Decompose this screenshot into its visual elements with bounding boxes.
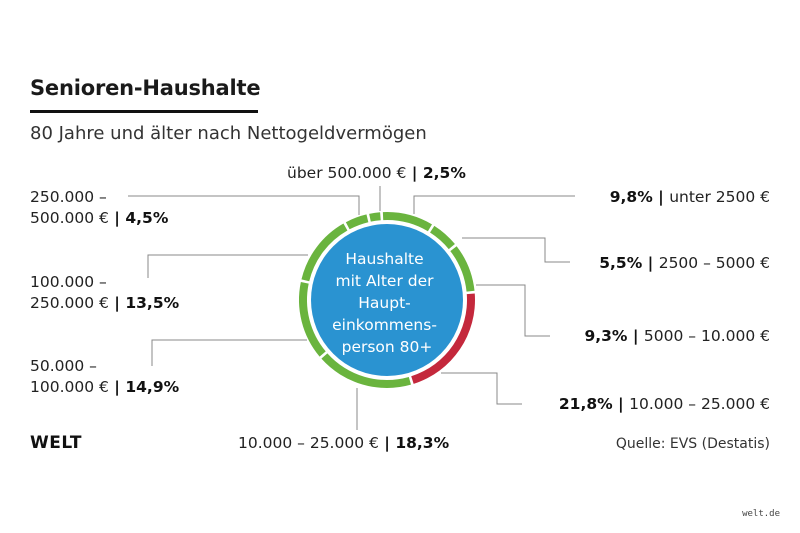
donut-slice [382, 212, 432, 232]
slice-category: 100.000 – [30, 273, 107, 291]
donut-slices [299, 212, 476, 388]
donut-slice [411, 293, 476, 384]
chart-subtitle: 80 Jahre und älter nach Nettogeldvermöge… [30, 123, 427, 144]
leader-line [413, 195, 575, 214]
center-label: Haushalte mit Alter der Haupt- einkommen… [332, 250, 442, 356]
leader-line [462, 237, 570, 263]
center-label-line: Haushalte [345, 250, 423, 268]
slice-pct: 2,5% [422, 164, 466, 182]
slice-category: 50.000 – [30, 357, 97, 375]
slice-label: 10.000 – 25.000 € | 18,3% [238, 434, 450, 452]
donut-slice [430, 225, 455, 250]
slice-category: 250.000 – [30, 188, 107, 206]
donut-slice [369, 212, 381, 222]
center-disc [311, 224, 463, 376]
leader-line [441, 372, 522, 405]
slice-label: 250.000 – 500.000 € | 4,5% [30, 188, 169, 227]
donut-slice [301, 223, 348, 282]
footer-site: welt.de [742, 509, 780, 519]
slice-pct: 21,8% [558, 395, 613, 413]
center-label-line: person 80+ [342, 338, 433, 356]
welt-logo: WELT [30, 433, 82, 453]
center-label-line: einkommens- [332, 316, 437, 334]
chart-title: Senioren-Haushalte [30, 76, 261, 100]
slice-label: 5,5% | 2500 – 5000 € [599, 254, 770, 272]
slice-pct: 9,3% [584, 327, 628, 345]
slice-category: 5000 – 10.000 € [643, 327, 770, 345]
slice-label: 9,8% | unter 2500 € [609, 188, 770, 206]
donut-slice [321, 353, 412, 388]
slice-pct: 9,8% [609, 188, 653, 206]
slice-label: 9,3% | 5000 – 10.000 € [584, 327, 770, 345]
slice-label: über 500.000 € | 2,5% [287, 164, 466, 182]
slice-category: unter 2500 € [669, 188, 770, 206]
title-underline [30, 110, 258, 113]
slice-pct: 18,3% [395, 434, 450, 452]
slice-category: 500.000 € [30, 209, 109, 227]
slice-category: 250.000 € [30, 294, 109, 312]
slice-pct: 14,9% [125, 378, 180, 396]
slice-category: 100.000 € [30, 378, 109, 396]
slice-category: 2500 – 5000 € [658, 254, 770, 272]
center-label-line: mit Alter der [336, 272, 435, 290]
slice-pct: 13,5% [125, 294, 180, 312]
slice-label: 21,8% | 10.000 – 25.000 € [558, 395, 770, 413]
slice-category: 10.000 – 25.000 € [238, 434, 379, 452]
center-label-line: Haupt- [358, 294, 411, 312]
slice-label: 50.000 – 100.000 € | 14,9% [30, 357, 180, 396]
slice-category: 10.000 – 25.000 € [629, 395, 770, 413]
leader-line [476, 284, 550, 337]
slice-pct: 4,5% [125, 209, 169, 227]
source-note: Quelle: EVS (Destatis) [615, 436, 770, 452]
donut-slice [345, 214, 369, 230]
leader-line [147, 254, 308, 278]
donut-slice [450, 246, 475, 292]
slice-category: über 500.000 € [287, 164, 407, 182]
donut-slice [299, 282, 326, 357]
leader-line [128, 195, 360, 215]
slice-label: 100.000 – 250.000 € | 13,5% [30, 273, 180, 312]
leader-line [151, 339, 307, 366]
slice-pct: 5,5% [599, 254, 643, 272]
